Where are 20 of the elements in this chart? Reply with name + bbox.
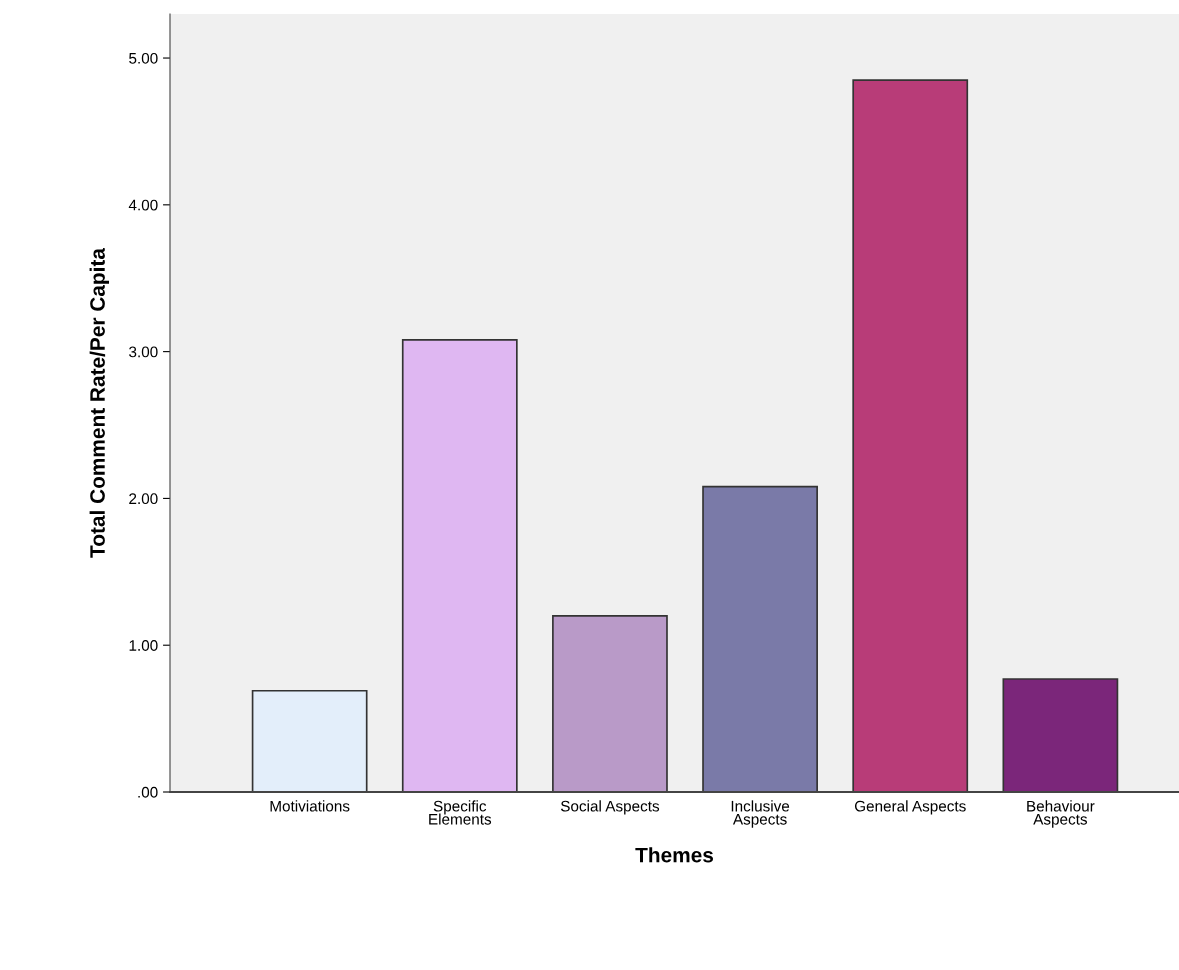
y-tick-label: 2.00 (129, 493, 158, 505)
y-tick-label: .00 (138, 786, 158, 798)
bar (852, 79, 969, 792)
bar (702, 485, 818, 792)
bar (401, 339, 518, 792)
x-axis-title: Themes (635, 847, 714, 863)
y-axis-title: Total Comment Rate/Per Capita (89, 247, 110, 558)
x-tick-label: Behaviour Aspects (1027, 800, 1095, 828)
bar (552, 615, 668, 792)
x-tick-label: Motiviations (270, 800, 350, 812)
bar (1002, 678, 1119, 792)
y-tick-label: 1.00 (129, 640, 158, 651)
x-tick-label: Specific Elements (429, 800, 492, 825)
x-tick-label: Inclusive Aspects (731, 800, 790, 828)
y-tick-label: 3.00 (129, 346, 158, 358)
bar (251, 689, 368, 792)
x-tick-label: Social Aspects (560, 800, 660, 815)
x-tick-label: General Aspects (854, 800, 966, 815)
y-tick-label: 4.00 (128, 199, 158, 211)
y-tick-label: 5.00 (129, 52, 158, 64)
